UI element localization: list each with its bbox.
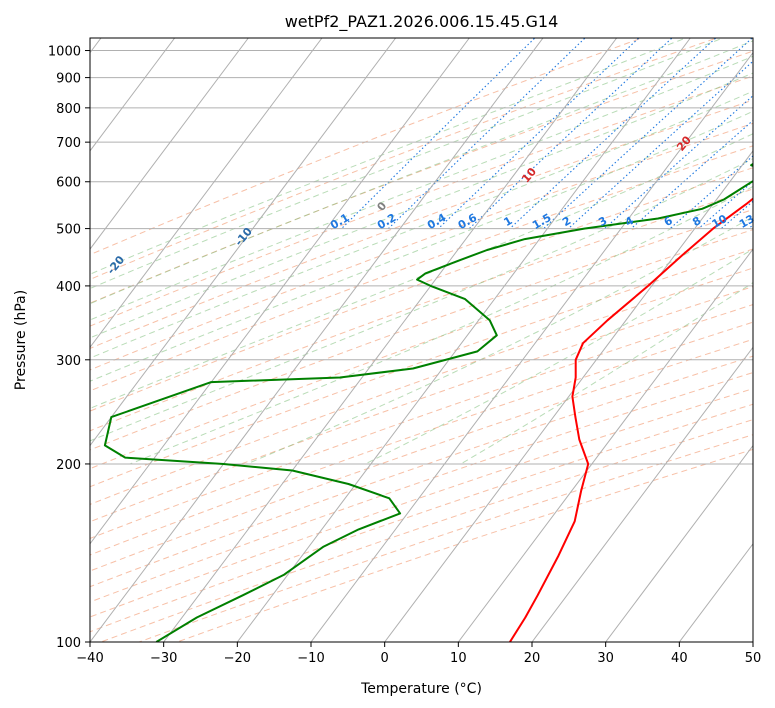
isotherm-gridline [90, 38, 249, 250]
moist-adiabat [90, 38, 725, 290]
gridlines [90, 38, 753, 642]
x-tick-label: 40 [671, 651, 688, 666]
isotherm-gridline [678, 542, 753, 642]
isotherm-gridline [457, 248, 753, 642]
mixing-ratio-line [604, 94, 753, 230]
x-tick-label: −30 [150, 651, 177, 666]
y-tick-label: 200 [56, 458, 81, 473]
y-tick-label: 1000 [48, 45, 81, 60]
y-tick-label: 300 [56, 354, 81, 369]
mixing-ratio-line [509, 38, 717, 229]
moist-adiabat [246, 216, 753, 465]
dry-adiabat [90, 50, 753, 304]
plot-frame [89, 37, 754, 643]
line-labels: 0.10.20.40.611.5234681013-100-90-80-70-6… [105, 133, 757, 277]
x-tick-label: 30 [597, 651, 614, 666]
y-tick-label: 600 [56, 176, 81, 191]
isotherm-gridline [384, 150, 753, 642]
isotherm-gridline [90, 38, 470, 545]
dry-adiabat [90, 304, 753, 539]
dry-adiabat [90, 145, 753, 392]
dry-adiabat [90, 286, 753, 523]
mixing-ratio-line [771, 36, 775, 229]
x-tick-label: 0 [381, 651, 389, 666]
isotherm-gridline [90, 38, 323, 349]
moist-adiabat [90, 55, 753, 321]
dry-adiabat [90, 248, 753, 488]
dewpoint-profile-line [103, 162, 753, 642]
chart-title: wetPf2_PAZ1.2026.006.15.45.G14 [285, 12, 559, 32]
isotherm-gridline [90, 38, 397, 447]
x-tick-label: 20 [524, 651, 541, 666]
y-tick-label: 900 [56, 72, 81, 87]
mixing-ratio-line [438, 38, 640, 229]
isotherm-gridline [90, 38, 176, 152]
dry-adiabat [90, 75, 753, 327]
y-tick-label: 100 [56, 636, 81, 651]
x-tick-label: 50 [745, 651, 762, 666]
dry-adiabat [90, 267, 753, 505]
moist-adiabat [90, 90, 753, 359]
x-tick-label: −40 [76, 651, 103, 666]
isotherm-gridline [236, 38, 691, 642]
isotherm-gridline [752, 641, 753, 642]
dry-adiabat [90, 338, 753, 572]
mixing-ratio-line [720, 200, 753, 230]
x-axis-ticks: −40 −30 −20 −10 0 10 20 30 40 50 [76, 642, 761, 666]
dry-adiabat-label: 0 [374, 199, 389, 213]
y-axis-ticks: 100 200 300 400 500 600 700 800 900 1000 [48, 45, 90, 651]
dry-adiabat [90, 321, 753, 556]
y-tick-label: 400 [56, 280, 81, 295]
background-lines [90, 36, 775, 642]
x-tick-label: 10 [450, 651, 467, 666]
isotherm-gridline [163, 38, 618, 642]
moist-adiabat [90, 110, 753, 382]
dry-adiabat [90, 388, 753, 618]
isotherm-gridline [605, 444, 753, 642]
y-axis-label: Pressure (hPa) [13, 290, 29, 390]
moist-adiabat [90, 158, 753, 442]
mixing-ratio-line [543, 38, 753, 230]
mixing-ratio-label: 2 [560, 214, 573, 229]
x-tick-label: −10 [297, 651, 324, 666]
y-tick-label: 700 [56, 136, 81, 151]
y-tick-label: 500 [56, 223, 81, 238]
dry-adiabat [90, 122, 753, 371]
moist-adiabat [90, 38, 688, 275]
mixing-ratio-label: 1 [502, 214, 515, 229]
dry-adiabat [138, 434, 753, 642]
isotherm-gridline [531, 346, 753, 642]
moist-adiabat [90, 72, 753, 339]
x-tick-label: −20 [224, 651, 251, 666]
dry-adiabat [90, 188, 753, 432]
dry-adiabat [90, 355, 753, 588]
mixing-ratio-line [341, 38, 536, 229]
dry-adiabat [90, 38, 644, 256]
moist-adiabat [90, 133, 753, 409]
moist-adiabat [90, 40, 753, 305]
dry-adiabat [90, 372, 753, 603]
x-axis-label: Temperature (°C) [360, 681, 482, 697]
dry-adiabat [90, 229, 753, 470]
dry-adiabat-label: -20 [105, 253, 128, 277]
dry-adiabat [90, 99, 753, 349]
temperature-profile-line [509, 197, 753, 642]
dry-adiabat [90, 208, 753, 451]
isotherm-gridline [90, 38, 544, 642]
dry-adiabat [90, 167, 753, 412]
mixing-ratio-line [698, 180, 753, 230]
y-tick-label: 800 [56, 102, 81, 117]
mixing-ratio-line [468, 38, 673, 229]
moist-adiabat [364, 248, 753, 465]
isotherm-gridline [310, 51, 753, 642]
moist-adiabat [460, 282, 753, 465]
data-series [103, 162, 753, 642]
